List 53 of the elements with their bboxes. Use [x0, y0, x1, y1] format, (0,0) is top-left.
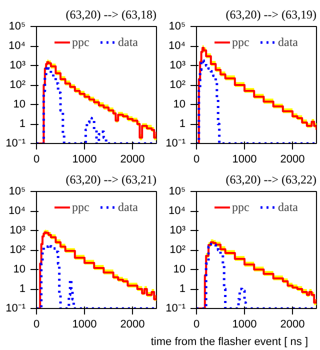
chart-title: (63,20) --> (63,19): [226, 8, 317, 22]
y-tick-label: 10²: [170, 79, 186, 91]
x-tick-label: 0: [33, 154, 40, 166]
legend-label: data: [278, 200, 298, 214]
legend-label: data: [278, 34, 298, 50]
x-tick-label: 1000: [72, 154, 97, 166]
x-tick-label: 2000: [120, 318, 145, 330]
y-tick-label: 10⁴: [8, 40, 26, 52]
y-tick-label: 10⁴: [168, 40, 186, 52]
y-tick-label: 1: [19, 118, 26, 130]
x-tick-label: 2000: [280, 318, 305, 330]
x-tick-label: 1000: [232, 154, 257, 166]
y-tick-label: 10²: [10, 244, 26, 256]
x-tick-label: 0: [193, 318, 200, 330]
y-tick-label: 10: [13, 264, 26, 276]
x-axis-title: time from the flasher event [ ns ]: [150, 335, 308, 350]
y-tick-label: 10: [13, 98, 26, 110]
x-tick-label: 0: [193, 154, 200, 166]
legend-label: data: [118, 34, 138, 50]
legend-label: ppc: [72, 200, 90, 214]
y-tick-label: 10⁻¹: [166, 302, 186, 314]
text: ppc: [232, 200, 250, 214]
y-tick-label: 10⁻¹: [6, 302, 26, 314]
y-tick-label: 10⁴: [168, 205, 186, 217]
x-tick-label: 2000: [120, 154, 145, 166]
y-tick-label: 10³: [170, 224, 186, 236]
x-tick-label: 1000: [72, 318, 97, 330]
legend-label: data: [118, 200, 138, 214]
y-tick-label: 10⁻¹: [6, 138, 26, 150]
x-tick-label: 1000: [232, 318, 257, 330]
y-tick-label: 10³: [10, 224, 26, 236]
y-tick-label: 10³: [10, 60, 26, 72]
y-tick-label: 1: [19, 283, 26, 295]
y-tick-label: 10: [173, 98, 186, 110]
chart-title: (63,20) --> (63,21): [66, 172, 157, 186]
y-tick-label: 10²: [170, 244, 186, 256]
chart-title: (63,20) --> (63,18): [66, 8, 157, 22]
chart-title: (63,20) --> (63,22): [226, 172, 317, 186]
y-tick-label: 10³: [170, 60, 186, 72]
y-tick-label: 10⁵: [8, 186, 26, 198]
y-tick-label: 10⁵: [8, 20, 26, 32]
y-tick-label: 1: [179, 118, 186, 130]
y-tick-label: 1: [179, 283, 186, 295]
y-tick-label: 10⁻¹: [166, 138, 186, 150]
y-tick-label: 10²: [10, 79, 26, 91]
y-tick-label: 10⁵: [168, 186, 186, 198]
y-tick-label: 10: [173, 264, 186, 276]
x-tick-label: 0: [33, 318, 40, 330]
y-tick-label: 10⁵: [168, 20, 186, 32]
series-label: ppc: [232, 34, 250, 50]
y-tick-label: 10⁴: [8, 205, 26, 217]
legend-label: ppc: [72, 34, 90, 50]
x-tick-label: 2000: [280, 154, 305, 166]
